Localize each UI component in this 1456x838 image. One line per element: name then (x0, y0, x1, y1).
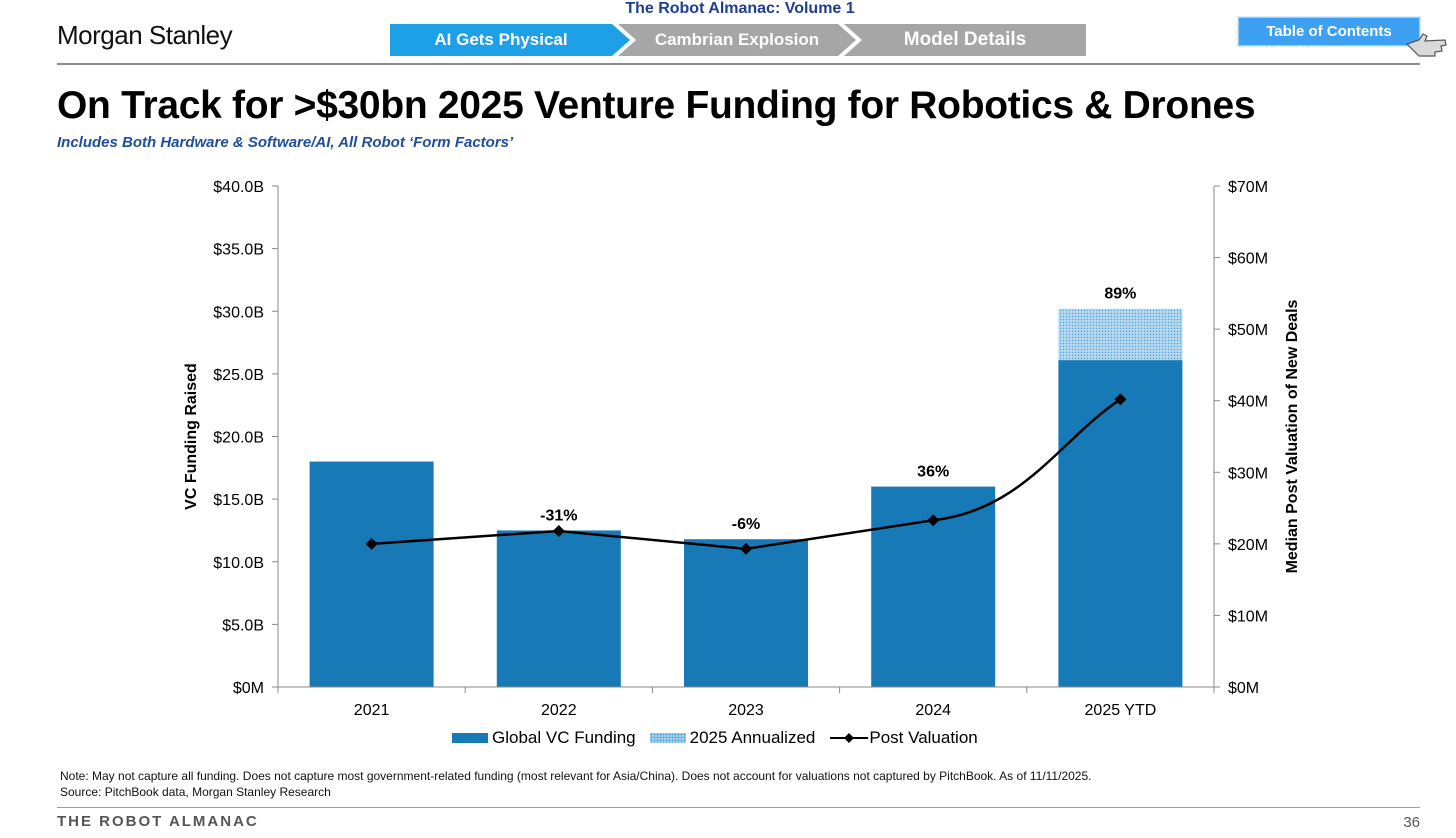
right-axis-tick-label: $50M (1228, 322, 1268, 339)
post-valuation-marker (740, 542, 752, 555)
right-axis-tick-label: $60M (1228, 251, 1268, 268)
x-axis-tick-label: 2025 YTD (1085, 702, 1157, 719)
legend-item-2025-annualized: 2025 Annualized (649, 728, 816, 748)
page-subtitle: Includes Both Hardware & Software/AI, Al… (57, 134, 514, 151)
left-axis-tick-label: $20.0B (213, 430, 264, 447)
right-axis-tick-label: $0M (1228, 680, 1259, 697)
left-axis-tick-label: $10.0B (213, 555, 264, 572)
legend-item-global-vc-funding: Global VC Funding (452, 728, 636, 748)
chart-legend: Global VC Funding 2025 Annualized Post V… (452, 728, 992, 748)
source-text: Source: PitchBook data, Morgan Stanley R… (60, 785, 331, 799)
post-valuation-marker (1114, 393, 1127, 406)
right-axis-tick-label: $70M (1228, 179, 1268, 196)
bar-global-vc-funding (309, 461, 434, 687)
right-axis-tick-label: $30M (1228, 465, 1268, 482)
legend-item-post-valuation: Post Valuation (829, 728, 978, 748)
left-axis-tick-label: $35.0B (213, 242, 264, 259)
section-nav: AI Gets Physical Cambrian Explosion Mode… (390, 24, 1086, 56)
bar-growth-label: 89% (1104, 286, 1136, 303)
right-axis-tick-label: $10M (1228, 608, 1268, 625)
x-axis-tick-label: 2024 (915, 702, 951, 719)
logo: Morgan Stanley (57, 20, 233, 50)
bar-growth-label: -6% (732, 516, 760, 533)
bar-growth-label: 36% (917, 464, 949, 481)
footer-divider (57, 807, 1420, 808)
right-axis-title: Median Post Valuation of New Deals (1284, 299, 1301, 573)
table-of-contents-button[interactable]: Table of Contents (1238, 17, 1420, 46)
legend-swatch-2025-annualized (649, 733, 686, 743)
left-axis-title: VC Funding Raised (183, 363, 200, 510)
x-axis-tick-label: 2022 (541, 702, 577, 719)
right-axis-tick-label: $40M (1228, 394, 1268, 411)
bar-2025-annualized (1058, 308, 1183, 361)
post-valuation-marker (365, 537, 378, 550)
nav-step-model-details[interactable]: Model Details (844, 24, 1086, 56)
nav-step-cambrian-explosion[interactable]: Cambrian Explosion (618, 24, 856, 56)
legend-label-global-vc-funding: Global VC Funding (492, 728, 636, 747)
bar-global-vc-funding (684, 539, 808, 687)
left-axis-tick-label: $0M (233, 680, 264, 697)
volume-title: The Robot Almanac: Volume 1 (625, 0, 855, 17)
left-axis-tick-label: $15.0B (213, 492, 264, 509)
vc-funding-chart: $0M $5.0B $10.0B $15.0B $20.0B $25.0B $30.0B $3… (183, 179, 1301, 719)
nav-step-ai-gets-physical[interactable]: AI Gets Physical (390, 24, 630, 56)
left-axis-tick-label: $5.0B (222, 617, 264, 634)
legend-label-2025-annualized: 2025 Annualized (689, 728, 816, 747)
bar-global-vc-funding (496, 530, 621, 687)
right-axis-tick-label: $20M (1228, 537, 1268, 554)
note-text: Note: May not capture all funding. Does … (60, 769, 1092, 783)
x-axis-tick-label: 2021 (354, 702, 390, 719)
legend-swatch-global-vc-funding (452, 733, 488, 743)
legend-label-post-valuation: Post Valuation (869, 728, 978, 747)
bar-growth-label: -31% (540, 507, 577, 524)
pointing-hand-icon (1405, 33, 1447, 57)
left-axis-tick-label: $25.0B (213, 367, 264, 384)
header-divider (57, 63, 1420, 65)
page-title: On Track for >$30bn 2025 Venture Funding… (57, 84, 1256, 127)
left-axis-tick-label: $40.0B (213, 179, 264, 196)
left-axis-tick-label: $30.0B (213, 304, 264, 321)
page-number: 36 (1403, 814, 1420, 831)
footer-title: THE ROBOT ALMANAC (57, 813, 259, 830)
post-valuation-marker (927, 514, 940, 527)
chart-notes: Note: May not capture all funding. Does … (60, 768, 1091, 800)
post-valuation-marker (552, 524, 565, 537)
legend-swatch-post-valuation (830, 733, 869, 743)
bar-global-vc-funding (1058, 360, 1183, 687)
x-axis-tick-label: 2023 (728, 702, 764, 719)
